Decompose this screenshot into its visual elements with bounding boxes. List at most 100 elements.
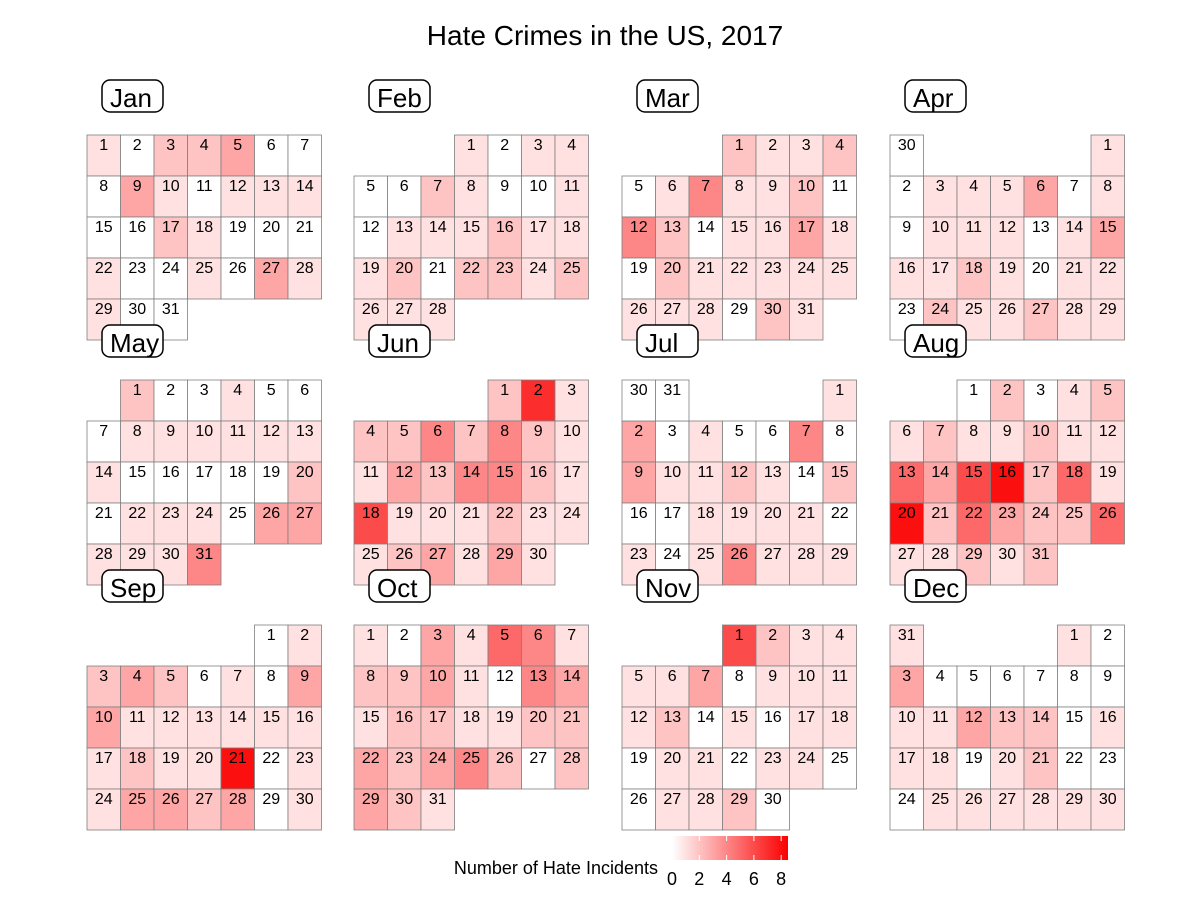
day-number: 21 [931,505,949,522]
day-cell [387,257,422,300]
day-cell [554,257,589,300]
day-number: 6 [267,137,276,154]
day-number: 19 [262,464,280,481]
day-number: 20 [429,505,447,522]
day-number: 22 [262,750,280,767]
day-cell [621,665,656,708]
day-cell [889,747,924,790]
day-cell [220,665,255,708]
day-cell [420,502,455,545]
day-number: 30 [998,546,1016,563]
day-number: 16 [764,219,782,236]
day-number: 27 [529,750,547,767]
month-label-box [368,324,431,358]
day-number: 15 [1065,709,1083,726]
day-number: 12 [730,464,748,481]
day-number: 6 [668,178,677,195]
day-number: 2 [1103,627,1112,644]
day-cell [120,502,155,545]
day-number: 5 [634,178,643,195]
day-number: 26 [262,505,280,522]
day-cell [86,420,121,463]
legend-tick-label: 6 [749,869,759,889]
day-number: 11 [463,668,480,685]
day-number: 31 [162,301,180,318]
day-cell [889,420,924,463]
day-number: 10 [797,178,815,195]
day-number: 9 [166,423,175,440]
day-number: 19 [1099,464,1117,481]
day-number: 18 [229,464,247,481]
day-cell [287,134,322,177]
month-label-box [101,569,164,603]
day-number: 26 [362,301,380,318]
day-number: 21 [95,505,113,522]
day-cell [655,665,690,708]
day-cell [956,502,991,545]
day-number: 7 [701,668,710,685]
day-number: 24 [563,505,581,522]
day-cell [287,175,322,218]
day-number: 14 [429,219,447,236]
day-number: 23 [529,505,547,522]
day-number: 15 [831,464,849,481]
month-label: Jul [645,328,678,358]
day-number: 25 [831,750,849,767]
day-cell [220,420,255,463]
day-cell [956,788,991,831]
day-number: 30 [764,301,782,318]
day-number: 27 [663,791,681,808]
day-cell [353,788,388,831]
day-number: 5 [366,178,375,195]
day-cell [254,788,289,831]
day-number: 30 [128,301,146,318]
day-number: 1 [1103,137,1112,154]
day-cell [1090,175,1125,218]
day-number: 26 [229,260,247,277]
day-number: 14 [462,464,480,481]
day-cell [688,216,723,259]
day-cell [722,257,757,300]
day-cell [487,706,522,749]
day-number: 10 [529,178,547,195]
day-number: 27 [296,505,314,522]
day-cell [487,257,522,300]
day-number: 26 [1099,505,1117,522]
day-cell [86,257,121,300]
day-number: 22 [128,505,146,522]
day-number: 1 [969,382,978,399]
day-cell [822,257,857,300]
day-number: 23 [395,750,413,767]
day-number: 21 [462,505,480,522]
day-cell [889,706,924,749]
day-cell [554,379,589,422]
day-cell [153,706,188,749]
day-number: 16 [296,709,314,726]
day-cell [420,175,455,218]
day-number: 9 [768,668,777,685]
day-number: 24 [429,750,447,767]
day-number: 8 [835,423,844,440]
day-number: 16 [128,219,146,236]
day-number: 20 [262,219,280,236]
month-label: Dec [913,573,959,603]
day-number: 6 [200,668,209,685]
legend-tick-label: 4 [722,869,732,889]
day-number: 7 [701,178,710,195]
day-number: 25 [931,791,949,808]
day-number: 14 [296,178,314,195]
day-number: 28 [697,791,715,808]
day-number: 27 [1032,301,1050,318]
day-number: 2 [166,382,175,399]
day-number: 4 [366,423,375,440]
day-number: 8 [500,423,509,440]
day-number: 15 [362,709,380,726]
day-cell [487,543,522,586]
day-number: 3 [902,668,911,685]
day-number: 20 [663,750,681,767]
day-cell [86,134,121,177]
